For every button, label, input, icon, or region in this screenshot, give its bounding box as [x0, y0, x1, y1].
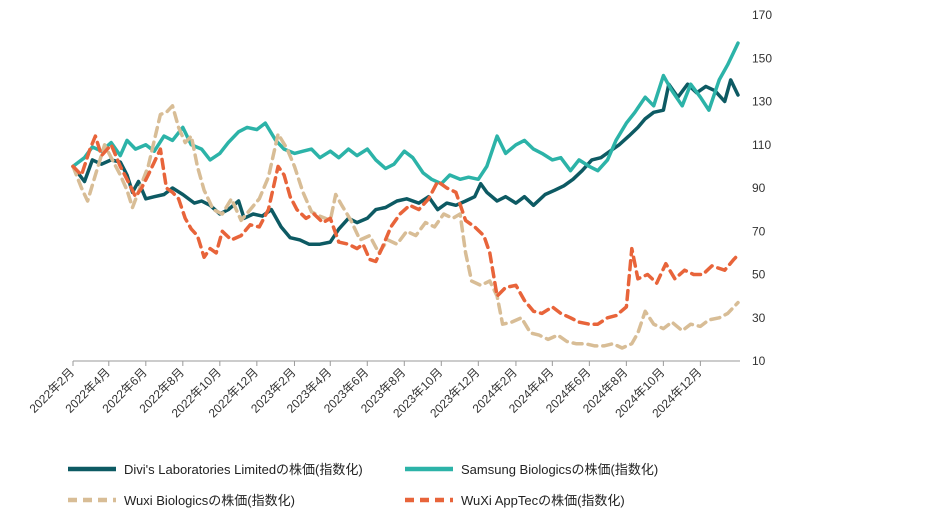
series-line-4 — [71, 134, 740, 326]
legend: Divi's Laboratories Limitedの株価(指数化) Samsu… — [68, 462, 658, 508]
y-tick-label: 150 — [752, 51, 772, 65]
y-tick-label: 90 — [752, 181, 766, 195]
y-tick-label: 130 — [752, 95, 772, 109]
series-line-1 — [71, 78, 740, 246]
legend-label-1: Divi's Laboratories Limitedの株価(指数化) — [124, 462, 363, 477]
series-line-3 — [71, 104, 740, 350]
y-tick-label: 10 — [752, 354, 766, 368]
series-line-2 — [71, 41, 740, 186]
y-tick-label: 30 — [752, 311, 766, 325]
y-tick-label: 110 — [752, 138, 771, 152]
legend-label-3: Wuxi Biologicsの株価(指数化) — [124, 493, 295, 508]
plot-area — [71, 41, 740, 350]
legend-label-4: WuXi AppTecの株価(指数化) — [461, 493, 625, 508]
y-tick-label: 70 — [752, 224, 766, 238]
y-tick-label: 50 — [752, 268, 766, 282]
y-axis: 10 30 50 70 90 110 130 150 170 — [752, 8, 772, 368]
y-tick-label: 170 — [752, 8, 772, 22]
legend-label-2: Samsung Biologicsの株価(指数化) — [461, 462, 658, 477]
x-axis: 2022年2月2022年4月2022年6月2022年8月2022年10月2022… — [27, 360, 740, 420]
